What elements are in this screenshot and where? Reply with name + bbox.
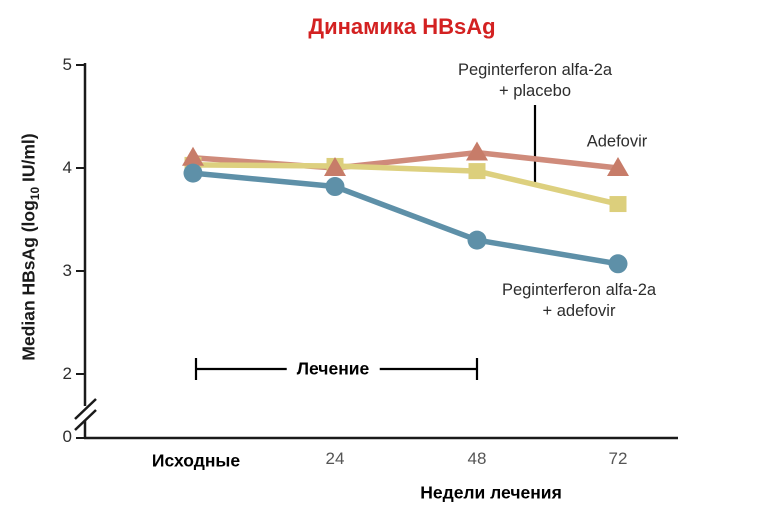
placebo-series-label: Peginterferon alfa-2a + placebo <box>458 60 612 102</box>
triangle-marker <box>466 141 488 161</box>
series-layer <box>182 141 629 274</box>
axis-break-icon <box>74 398 97 431</box>
y-tick-3: 3 <box>62 261 72 280</box>
combo-series-label: Peginterferon alfa-2a + adefovir <box>502 280 656 322</box>
circle-marker <box>467 230 487 250</box>
series-line-peginterferon-alfa-2a-adefovir <box>190 170 621 267</box>
y-axis-label-post: IU/ml) <box>18 133 39 187</box>
x-tick-48: 48 <box>467 449 487 468</box>
x-tick-baseline: Исходные <box>151 450 241 471</box>
y-axis-label-sub: 10 <box>27 186 42 201</box>
square-marker <box>609 196 627 213</box>
y-axis-label-pre: Median HBsAg (log <box>18 200 39 361</box>
triangle-marker <box>607 157 629 176</box>
treatment-bracket-label: Лечение <box>286 358 380 380</box>
square-marker <box>468 163 486 180</box>
series-markers-peginterferon-alfa-2a-adefovir <box>183 163 628 274</box>
series-line-peginterferon-alfa-2a-placebo <box>190 162 621 207</box>
triangle-marker <box>182 146 204 166</box>
y-tick-4: 4 <box>62 158 72 177</box>
placebo-series-label-line1: Peginterferon alfa-2a <box>457 61 613 79</box>
y-tick-2: 2 <box>62 364 72 383</box>
circle-marker <box>183 163 203 183</box>
x-tick-24: 24 <box>325 449 345 468</box>
combo-series-label-line1: Peginterferon alfa-2a <box>501 281 657 299</box>
y-tick-5: 5 <box>62 55 72 74</box>
circle-marker <box>608 254 628 274</box>
combo-series-label-line2: + adefovir <box>542 302 616 320</box>
x-tick-72: 72 <box>608 449 628 468</box>
y-tick-marks <box>76 64 85 439</box>
y-tick-0: 0 <box>62 427 72 446</box>
triangle-marker <box>324 157 346 176</box>
x-axis-label: Недели лечения <box>420 482 562 503</box>
series-markers-adefovir <box>182 141 629 176</box>
circle-marker <box>325 177 345 197</box>
y-axis-label: Median HBsAg (log10 IU/ml) <box>18 133 42 360</box>
placebo-series-label-line2: + placebo <box>498 82 572 100</box>
adefovir-series-label: Adefovir <box>586 132 648 151</box>
chart-title: Динамика HBsAg <box>308 14 496 39</box>
